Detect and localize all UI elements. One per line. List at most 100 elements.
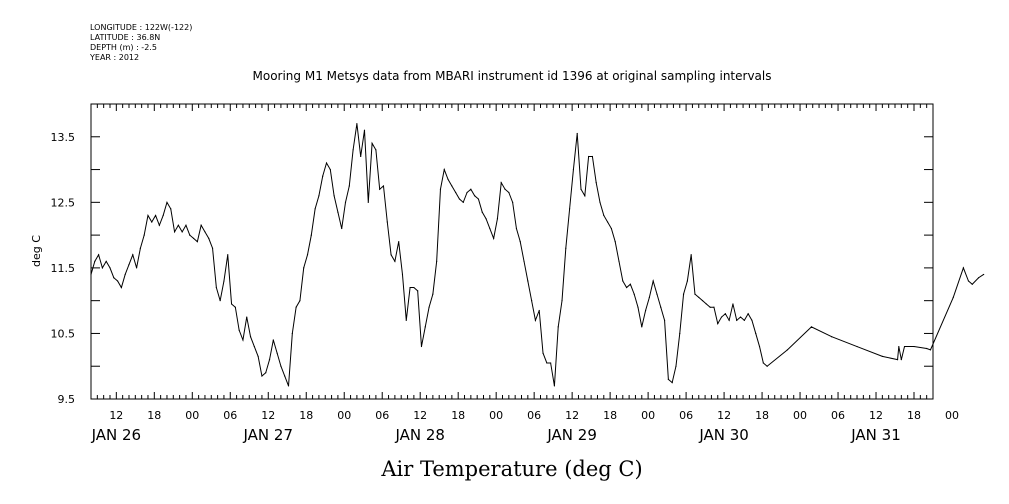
data-point xyxy=(831,336,833,338)
y-tick-label: 13.5 xyxy=(51,131,76,144)
data-point xyxy=(246,316,248,318)
data-point xyxy=(962,267,964,269)
data-point xyxy=(382,185,385,187)
data-point xyxy=(751,319,753,321)
data-point xyxy=(124,273,126,276)
data-point xyxy=(500,182,502,184)
data-point xyxy=(196,241,198,243)
data-point xyxy=(322,175,324,177)
data-point xyxy=(504,188,506,190)
data-point xyxy=(443,168,445,171)
data-point xyxy=(690,254,692,256)
chart-title: Mooring M1 Metsys data from MBARI instru… xyxy=(253,69,772,83)
data-point xyxy=(379,188,381,190)
data-point xyxy=(633,293,635,295)
data-point xyxy=(208,237,210,239)
data-point xyxy=(375,149,377,151)
x-hour-label: 12 xyxy=(413,409,427,422)
x-date-label: JAN 27 xyxy=(243,426,294,444)
data-point xyxy=(629,283,631,285)
data-point xyxy=(698,296,700,298)
axes-group: 9.5 10.5 11.5 12.5 13.5 12 18 00 06 12 18 00 06 12 18 0… xyxy=(51,103,959,444)
data-point xyxy=(386,221,388,223)
data-point xyxy=(276,352,278,354)
data-point xyxy=(701,300,704,302)
data-point xyxy=(913,345,915,348)
x-axis-label: Air Temperature (deg C) xyxy=(380,457,642,481)
data-point xyxy=(561,300,563,302)
x-hour-label: 00 xyxy=(945,409,959,422)
data-point xyxy=(113,277,115,279)
data-point xyxy=(542,352,544,354)
data-point xyxy=(204,231,206,233)
x-hour-label: 00 xyxy=(489,409,503,422)
data-point xyxy=(238,329,240,331)
data-point xyxy=(512,201,514,203)
data-point xyxy=(717,323,719,325)
data-point xyxy=(341,227,343,230)
data-point xyxy=(360,155,362,158)
data-point xyxy=(344,201,347,203)
data-point xyxy=(90,273,92,276)
data-point xyxy=(424,326,426,328)
data-point xyxy=(493,237,495,239)
data-point xyxy=(667,378,669,380)
data-point xyxy=(173,231,176,233)
x-date-label: JAN 30 xyxy=(698,426,749,444)
data-point xyxy=(234,306,236,308)
data-point xyxy=(291,332,293,335)
x-hour-label: 06 xyxy=(679,409,693,422)
data-point xyxy=(534,319,537,321)
x-hour-label: 06 xyxy=(527,409,541,422)
data-point xyxy=(705,303,707,305)
data-point xyxy=(447,178,449,180)
data-point xyxy=(458,198,461,200)
data-point xyxy=(417,290,419,292)
data-point xyxy=(105,260,107,262)
data-point xyxy=(101,267,103,269)
data-point xyxy=(151,221,153,223)
data-point xyxy=(120,286,122,289)
data-point xyxy=(405,319,407,321)
data-point xyxy=(299,300,301,302)
series-group xyxy=(90,123,985,387)
data-point xyxy=(523,260,525,262)
x-hour-label: 12 xyxy=(261,409,275,422)
data-point xyxy=(679,332,681,335)
x-hour-label: 12 xyxy=(869,409,883,422)
data-point xyxy=(614,241,616,243)
data-point xyxy=(682,293,685,295)
data-point xyxy=(284,375,286,377)
data-point xyxy=(420,345,423,348)
data-point xyxy=(432,293,434,295)
data-point xyxy=(325,162,328,164)
data-point xyxy=(211,247,214,249)
data-point xyxy=(139,247,141,249)
data-point xyxy=(637,306,639,308)
x-hour-label: 00 xyxy=(641,409,655,422)
data-point xyxy=(739,316,742,318)
data-point xyxy=(249,336,252,338)
data-point xyxy=(109,267,111,269)
data-point xyxy=(569,208,571,210)
data-point xyxy=(189,234,191,236)
data-point xyxy=(318,195,320,197)
data-point xyxy=(371,142,373,144)
data-point xyxy=(306,254,309,256)
data-point xyxy=(154,214,157,217)
x-hour-label: 06 xyxy=(375,409,389,422)
data-point xyxy=(736,319,738,321)
x-hour-label: 18 xyxy=(147,409,161,422)
data-point xyxy=(515,227,518,230)
data-point xyxy=(652,280,654,282)
x-hour-label: 00 xyxy=(793,409,807,422)
x-hour-label: 12 xyxy=(717,409,731,422)
data-point xyxy=(436,260,438,262)
y-tick-label: 12.5 xyxy=(51,196,76,209)
data-point xyxy=(394,260,396,262)
data-point xyxy=(881,355,883,357)
data-point xyxy=(356,123,358,125)
data-point xyxy=(310,234,312,236)
data-point xyxy=(660,306,662,308)
